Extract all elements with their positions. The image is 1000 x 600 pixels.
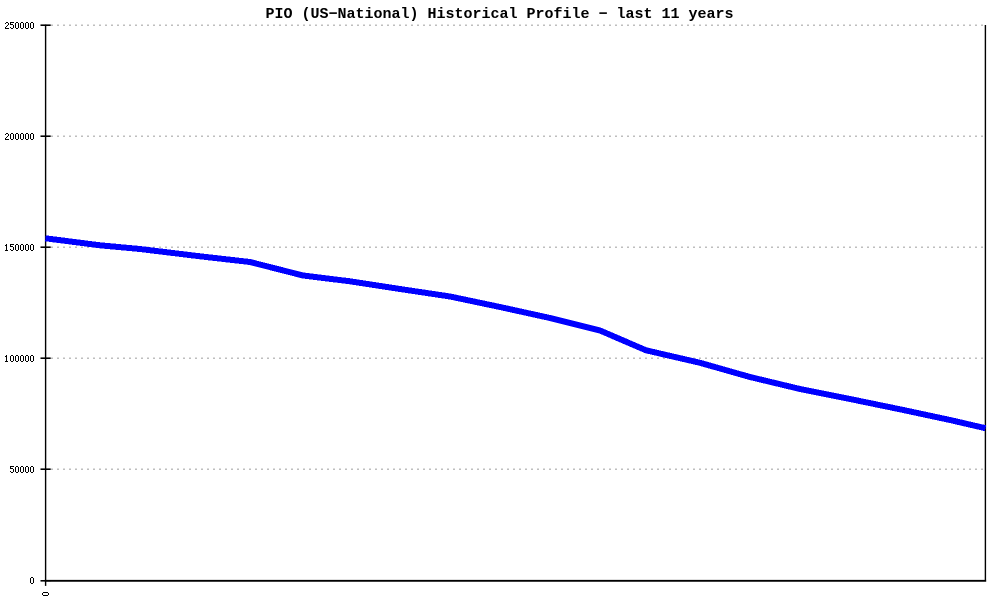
svg-text:PIO (US−National) Historical P: PIO (US−National) Historical Profile − l…: [265, 6, 733, 23]
